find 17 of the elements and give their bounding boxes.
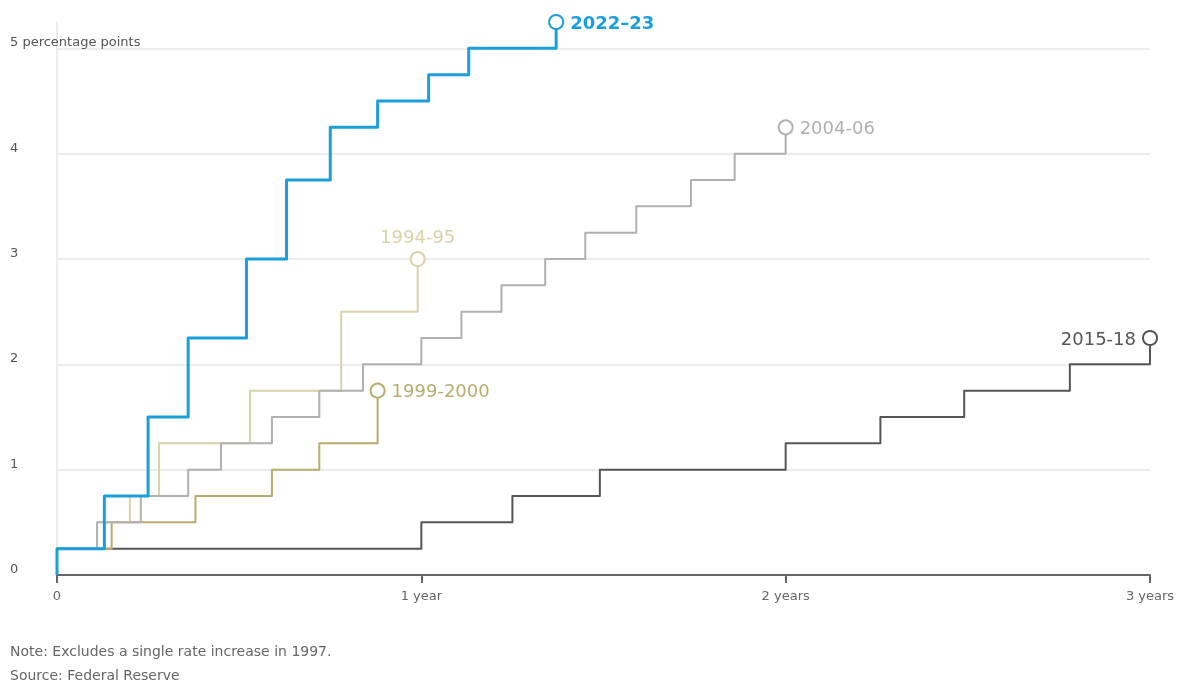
series-label: 1999-2000 [391,380,490,402]
y-tick-label: 5 percentage points [10,34,141,50]
y-tick-label: 4 [10,139,19,155]
x-tick-label: 0 [52,588,62,603]
x-tick-label: 2 years [761,588,810,603]
y-tick-label: 3 [10,245,19,260]
x-tick-label: 3 years [1125,588,1175,603]
x-tick-label: 1 year [400,588,443,603]
series-label: 1994-95 [380,225,456,247]
y-tick-label: 1 [10,455,19,471]
series-label: 2022–23 [570,11,655,33]
series-label: 2015-18 [1060,327,1136,349]
series-label: 2004-06 [799,116,875,138]
text: Note: Excludes a single rate increase in 1997. [10,643,332,659]
y-tick-label: 2 [10,350,19,366]
y-tick-label: 0 [10,561,19,576]
source-note: Source: Federal Reserve [10,667,180,683]
